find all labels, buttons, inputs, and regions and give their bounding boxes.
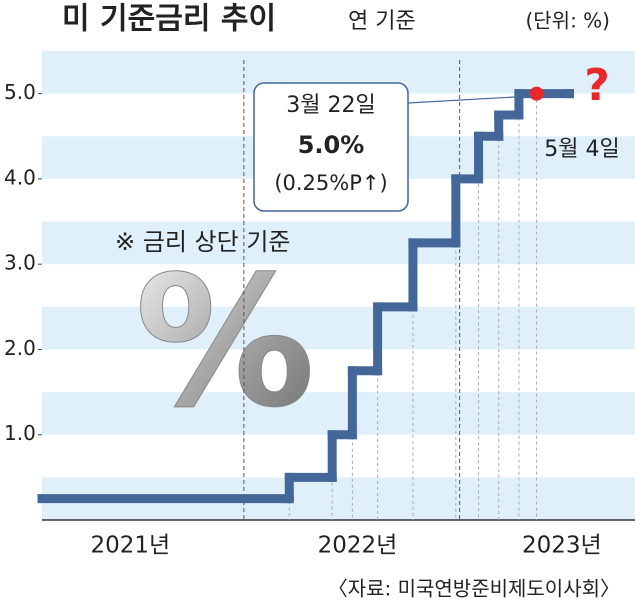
chart-title: 미 기준금리 추이 <box>62 2 276 37</box>
plot-area: 1.0 2.0 3.0 4.0 5.0 2021년 2022년 2023년 <box>4 60 635 559</box>
y-tick-label: 4.0 <box>4 165 36 189</box>
callout-value: 5.0% <box>298 131 365 159</box>
band <box>42 306 635 350</box>
y-tick-label: 1.0 <box>4 421 36 445</box>
band <box>42 392 635 435</box>
callout-pointer <box>407 95 533 104</box>
y-tick-label: 2.0 <box>4 336 36 360</box>
y-tick-label: 3.0 <box>4 251 36 275</box>
callout-date: 3월 22일 <box>286 93 375 118</box>
x-tick-label: 2021년 <box>90 533 170 559</box>
note: ※ 금리 상단 기준 <box>115 228 290 256</box>
source: 〈자료: 미국연방준비제도이사회〉 <box>328 577 620 601</box>
y-tick-label: 5.0 <box>4 80 36 104</box>
callout-box <box>253 82 409 212</box>
x-tick-label: 2023년 <box>522 533 602 559</box>
question-mark: ? <box>584 60 610 111</box>
chart-subtitle: 연 기준 <box>348 9 416 34</box>
current-rate-dot <box>529 86 544 101</box>
next-meeting-date: 5월 4일 <box>544 137 619 162</box>
x-tick-label: 2022년 <box>318 533 398 559</box>
unit-label: (단위: %) <box>525 9 610 33</box>
callout-change: (0.25%P↑) <box>274 171 387 195</box>
percent-graphic: % <box>135 238 315 447</box>
